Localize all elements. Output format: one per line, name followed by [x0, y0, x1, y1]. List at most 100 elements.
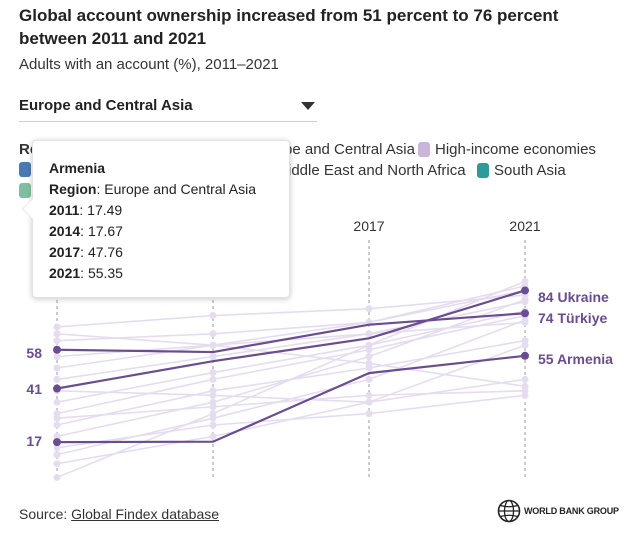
- series-line-trkiye[interactable]: [56, 312, 526, 354]
- background-series-point: [365, 398, 373, 406]
- slope-chart: 2017 2021 58 41 17 84 Ukraine 74 Türkiye…: [26, 218, 613, 481]
- background-series-point: [209, 369, 217, 377]
- tooltip-value: 47.76: [87, 244, 123, 260]
- legend-item-high-income[interactable]: High-income economies: [418, 141, 596, 158]
- end-label-turkiye: 74 Türkiye: [538, 310, 607, 326]
- tooltip-row: 2017: 47.76: [49, 244, 123, 260]
- tooltip-year: 2021: [49, 265, 81, 281]
- x-tick-label: 2017: [353, 218, 384, 234]
- legend-swatch: [19, 183, 31, 198]
- series-point[interactable]: [53, 438, 61, 447]
- background-series-line: [56, 390, 526, 419]
- legend-item-label: High-income economies: [435, 141, 596, 158]
- tooltip-year: 2017: [49, 244, 81, 260]
- background-series-line: [56, 378, 526, 404]
- chart-title: Global account ownership increased from …: [19, 6, 559, 48]
- series-line-armenia[interactable]: [56, 354, 526, 444]
- background-series-line: [56, 333, 526, 388]
- globe-icon: [497, 499, 521, 523]
- background-series-point: [53, 337, 61, 345]
- legend-item-south-asia[interactable]: South Asia: [477, 162, 566, 179]
- start-value-label: 41: [26, 381, 42, 397]
- background-series-line: [56, 285, 526, 342]
- end-label-armenia: 55 Armenia: [538, 351, 613, 367]
- legend-swatch: [418, 142, 430, 157]
- background-series-point: [365, 305, 373, 313]
- background-series-line: [56, 294, 526, 328]
- background-series-line: [56, 314, 526, 415]
- background-series-point: [365, 410, 373, 418]
- source-link[interactable]: Global Findex database: [71, 506, 220, 522]
- tooltip-row: 2014: 17.67: [49, 223, 123, 239]
- background-series-point: [53, 432, 61, 440]
- background-series-point: [209, 403, 217, 411]
- series-point[interactable]: [53, 345, 61, 354]
- background-series-point: [521, 341, 529, 349]
- tooltip-value: 55.35: [87, 265, 123, 281]
- background-series-point: [209, 353, 217, 361]
- start-value-label: 17: [26, 433, 42, 449]
- tooltip-value: 17.67: [87, 223, 123, 239]
- series-line-ukraine[interactable]: [56, 289, 526, 390]
- background-series-point: [365, 353, 373, 361]
- logo-text: WORLD BANK GROUP: [524, 506, 619, 516]
- tooltip-year: 2014: [49, 223, 81, 239]
- background-series-line: [56, 394, 526, 449]
- tooltip-pointer: [23, 199, 33, 219]
- background-series-point: [53, 473, 61, 481]
- background-series-line: [56, 298, 526, 438]
- background-series-point: [209, 312, 217, 320]
- legend-item-middle-east-north-africa[interactable]: iddle East and North Africa: [288, 162, 466, 179]
- tooltip-row: 2021: 55.35: [49, 265, 123, 281]
- x-axis-ticks: 2017 2021: [353, 218, 540, 234]
- background-series-point: [209, 432, 217, 440]
- background-series-point: [365, 375, 373, 383]
- world-bank-logo[interactable]: WORLD BANK GROUP: [497, 499, 619, 523]
- legend-item-label: pe and Central Asia: [284, 141, 415, 158]
- legend-item-green[interactable]: [19, 183, 36, 198]
- background-series-point: [209, 375, 217, 383]
- region-dropdown-value: Europe and Central Asia: [19, 97, 193, 114]
- series-point[interactable]: [521, 286, 529, 295]
- background-series-point: [53, 323, 61, 331]
- background-series-point: [53, 444, 61, 452]
- background-series-line: [56, 301, 526, 381]
- tooltip-country: Armenia: [49, 160, 106, 176]
- highlighted-series: [53, 286, 529, 447]
- legend-swatch: [477, 163, 489, 178]
- background-series-point: [365, 341, 373, 349]
- background-series-point: [53, 364, 61, 372]
- background-series-point: [53, 330, 61, 338]
- background-series-line: [56, 289, 526, 369]
- background-series-point: [209, 391, 217, 399]
- background-series-point: [209, 330, 217, 338]
- background-series-point: [53, 414, 61, 422]
- background-series-point: [53, 451, 61, 459]
- source-note: Source: Global Findex database: [19, 506, 219, 522]
- background-series-point: [53, 375, 61, 383]
- background-series-point: [53, 353, 61, 361]
- chart-subtitle: Adults with an account (%), 2011–2021: [19, 56, 279, 73]
- background-series-point: [521, 391, 529, 399]
- series-point[interactable]: [521, 351, 529, 360]
- background-series-point: [209, 414, 217, 422]
- tooltip-row: 2011: 17.49: [49, 202, 123, 218]
- legend-item-label: iddle East and North Africa: [288, 162, 466, 179]
- series-point[interactable]: [53, 384, 61, 393]
- legend-swatch: [19, 162, 31, 177]
- background-series-point: [53, 460, 61, 468]
- legend-item-europe-central-asia[interactable]: pe and Central Asia: [284, 141, 415, 158]
- x-tick-label: 2021: [509, 218, 540, 234]
- legend-item-blue[interactable]: [19, 162, 36, 177]
- tooltip-value: 17.49: [87, 202, 123, 218]
- series-point[interactable]: [521, 309, 529, 318]
- background-series-point: [521, 375, 529, 383]
- region-dropdown[interactable]: Europe and Central Asia: [19, 92, 317, 122]
- background-series-point: [365, 359, 373, 367]
- tooltip-region-row: Region: Europe and Central Asia: [49, 181, 256, 197]
- background-series-point: [521, 318, 529, 326]
- background-series-point: [209, 421, 217, 429]
- background-series: [53, 277, 529, 481]
- background-series-point: [521, 298, 529, 306]
- legend-item-label: South Asia: [494, 162, 566, 179]
